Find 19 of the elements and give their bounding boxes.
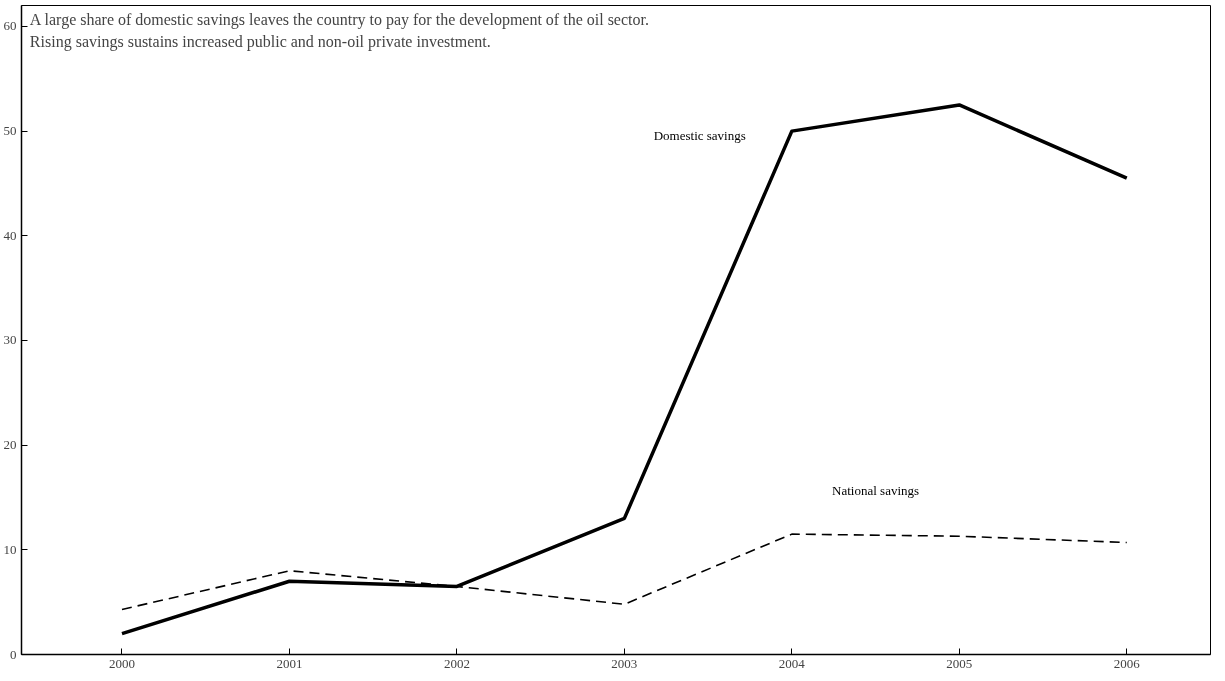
line-series — [120, 103, 1129, 636]
x-tick-label: 2003 — [611, 655, 638, 671]
y-tick-label: 30 — [3, 332, 17, 348]
y-tick-label: 0 — [10, 646, 17, 662]
x-tick-label: 2000 — [108, 655, 135, 671]
y-tick-label: 60 — [3, 18, 17, 34]
y-tick-label: 20 — [3, 437, 17, 453]
text: National savings — [832, 483, 920, 499]
y-tick-label: 10 — [3, 541, 17, 557]
y-tick-label: 40 — [3, 227, 17, 243]
text: Rising savings sustains increased public and non-oil private investment. — [29, 32, 491, 51]
x-tick-label: 2006 — [1113, 655, 1141, 671]
text: Domestic savings — [653, 128, 746, 144]
y-tick-label: 50 — [3, 123, 17, 139]
x-tick-label: 2004 — [778, 655, 806, 671]
x-tick-label: 2002 — [443, 655, 470, 671]
x-tick-label: 2001 — [276, 655, 303, 671]
x-tick-label: 2005 — [946, 655, 973, 671]
chart-title: A large share of domestic savings leaves the country to pay for the development of the oil sector. — [29, 10, 649, 29]
